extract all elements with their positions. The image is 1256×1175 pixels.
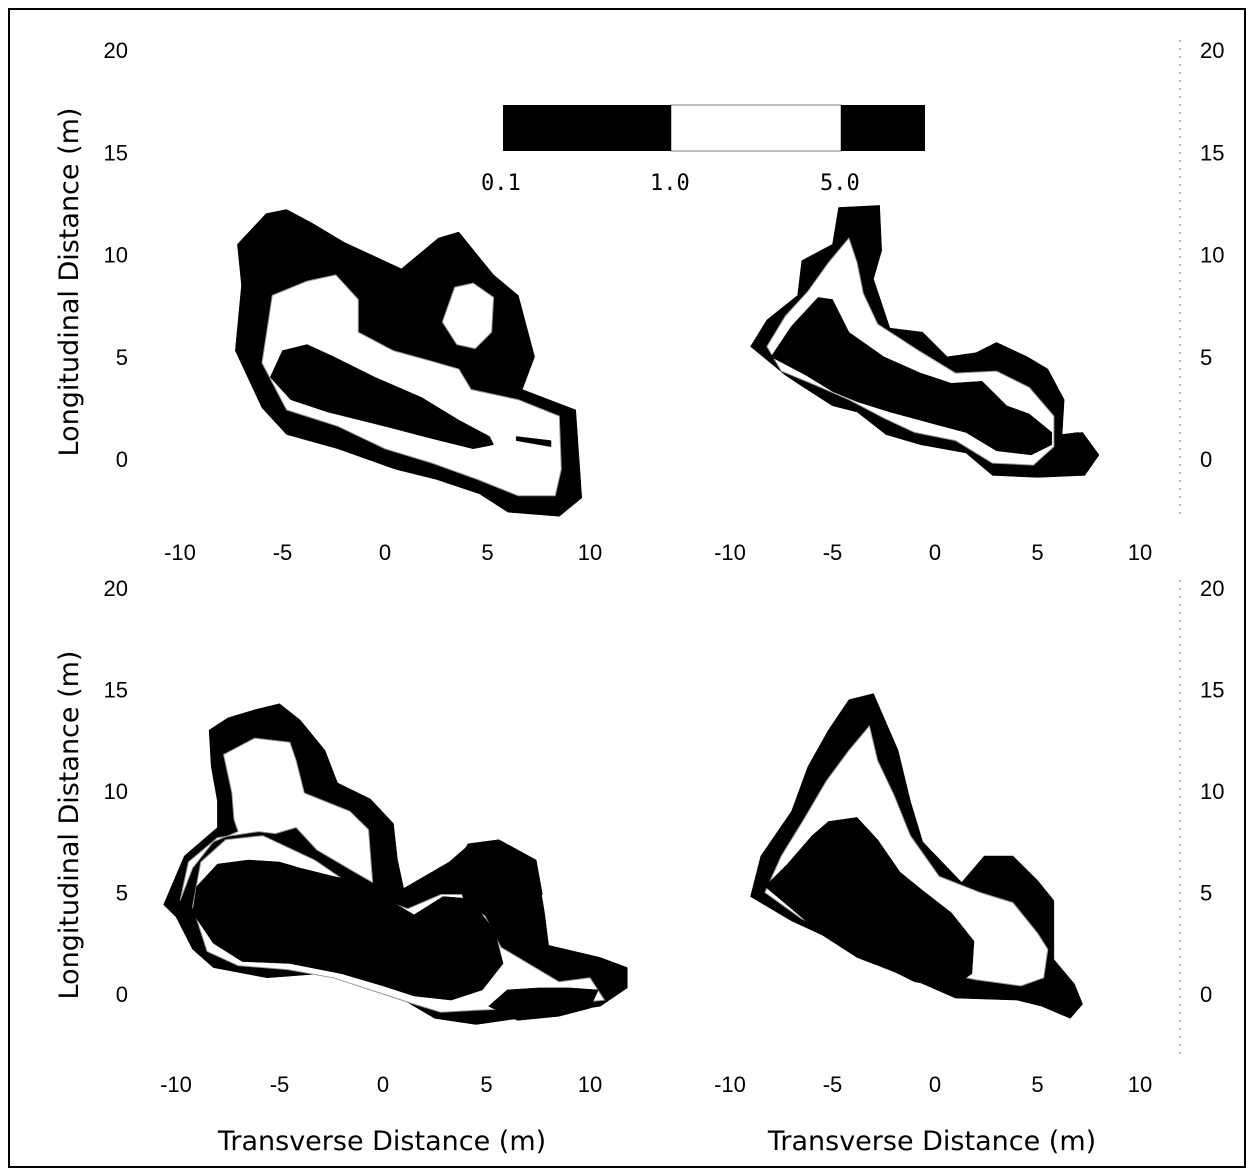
x-tick-label: 5 [1031,540,1043,565]
colorbar-label-0-1: 0.1 [481,171,521,196]
y-tick-label: 0 [1200,447,1212,472]
y-tick-label: 5 [1200,881,1212,906]
y-tick-label: 15 [1200,678,1224,703]
panel-bottom-right: -10 -5 0 5 10 20 15 10 5 0 [714,576,1224,1097]
x-tick-label: 0 [929,1072,941,1097]
y-axis-label-top: Longitudinal Distance (m) [54,108,85,457]
y-tick-label: 5 [116,881,128,906]
y-tick-label: 0 [116,447,128,472]
x-axis-label-right: Transverse Distance (m) [767,1126,1096,1157]
x-tick-label: 0 [377,1072,389,1097]
colorbar-segment-mid [670,104,842,152]
contour-level-1-0-region [441,282,495,350]
x-tick-label: -10 [714,540,746,565]
x-tick-label: -10 [160,1072,192,1097]
y-tick-label: 0 [1200,982,1212,1007]
panel-bottom-left: -10 -5 0 5 10 20 15 10 5 0 [104,576,628,1097]
x-tick-label: -5 [823,540,843,565]
y-axis-label-bottom: Longitudinal Distance (m) [54,651,85,1000]
y-tick-label: 20 [1200,38,1224,63]
x-tick-label: -5 [273,540,293,565]
x-tick-label: 10 [578,1072,602,1097]
y-tick-label: 15 [1200,140,1224,165]
y-tick-label: 10 [104,779,128,804]
contour-level-5-0-region [453,839,543,922]
y-tick-label: 10 [1200,243,1224,268]
contour-level-5-0-region [269,344,494,450]
x-tick-label: 5 [480,1072,492,1097]
x-tick-label: -10 [164,540,196,565]
y-tick-label: 5 [116,345,128,370]
x-tick-label: 5 [1031,1072,1043,1097]
panel-top-right: -10 -5 0 5 10 20 15 10 5 0 [714,38,1224,565]
colorbar-segment-low [503,105,671,151]
y-tick-label: 0 [116,982,128,1007]
x-axis-label-left: Transverse Distance (m) [217,1126,546,1157]
y-tick-label: 15 [104,678,128,703]
contour-level-5-0-region [1065,432,1100,476]
colorbar-label-5-0: 5.0 [820,171,860,196]
y-tick-label: 15 [104,140,128,165]
x-tick-label: 10 [578,540,602,565]
x-tick-label: -5 [823,1072,843,1097]
contour-panels: -10 -5 0 5 10 20 15 10 5 0 -10 -5 0 5 10 20 15 10 5 0 -10 -5 0… [104,38,1225,1097]
x-tick-label: 5 [481,540,493,565]
y-tick-label: 20 [1200,576,1224,601]
y-tick-label: 20 [104,576,128,601]
x-tick-label: -5 [270,1072,290,1097]
x-tick-label: -10 [714,1072,746,1097]
panel-top-left: -10 -5 0 5 10 20 15 10 5 0 [104,38,603,565]
contour-level-5-0-region [764,817,975,989]
y-tick-label: 10 [104,243,128,268]
x-tick-label: 10 [1128,1072,1152,1097]
colorbar: 0.1 1.0 5.0 [481,104,925,196]
contour-level-5-0-region [488,987,599,1021]
contour-level-5-0-region [515,436,552,447]
contour-level-1-0-region [179,737,374,901]
y-tick-label: 5 [1200,345,1212,370]
colorbar-segment-high [841,105,925,151]
contour-level-5-0-region [770,297,1053,456]
colorbar-label-1-0: 1.0 [650,171,690,196]
x-tick-label: 0 [379,540,391,565]
y-tick-label: 20 [104,38,128,63]
x-tick-label: 10 [1128,540,1152,565]
x-tick-label: 0 [929,540,941,565]
y-tick-label: 10 [1200,779,1224,804]
